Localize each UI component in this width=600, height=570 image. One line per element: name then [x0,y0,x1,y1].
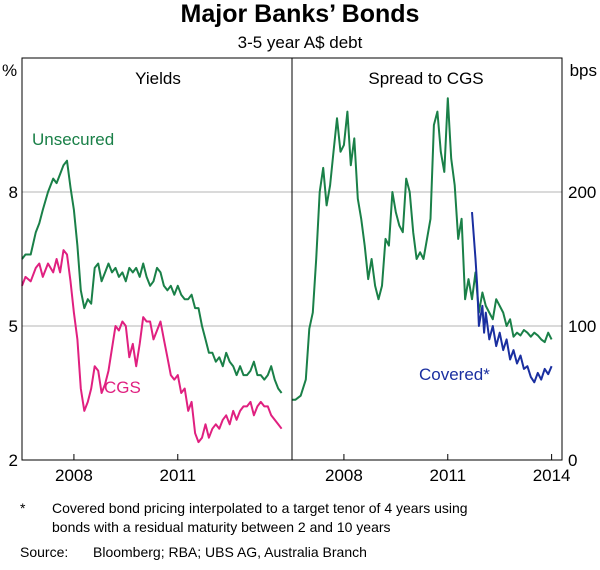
xtick-label-1-0: 2008 [325,466,363,485]
ytick-label-0-2: 8 [9,183,18,202]
footnote-marker: * [20,500,26,516]
right-axis-unit: bps [570,61,597,80]
ytick-label-0-1: 5 [9,317,18,336]
chart-frame [21,57,563,461]
chart-subtitle: 3-5 year A$ debt [238,33,363,52]
xtick-label-1-2: 2014 [533,466,571,485]
footnote-line-1: Covered bond pricing interpolated to a t… [52,500,468,516]
chart-title: Major Banks’ Bonds [181,0,420,28]
series-label-covered: Covered* [419,365,490,384]
series-line-0-0 [21,159,283,394]
series-label-unsecured: Unsecured [32,130,114,149]
left-axis-unit: % [2,61,17,80]
xtick-label-0-0: 2008 [55,466,93,485]
series-layer [21,97,553,444]
series-line-0-1 [21,249,283,444]
series-line-1-1 [471,212,553,384]
ytick-label-0-0: 2 [9,451,18,470]
ytick-label-1-2: 200 [568,183,596,202]
grid-lines [22,191,562,327]
xtick-label-0-1: 2011 [159,466,196,485]
ytick-label-1-0: 0 [568,451,577,470]
tick-labels: 2 5 8 2008 2011 0 100 200 2008 2011 2014 [9,183,597,485]
xtick-label-1-1: 2011 [429,466,466,485]
panel-title-spread: Spread to CGS [368,69,483,88]
series-label-cgs: CGS [104,378,141,397]
footnote-line-2: bonds with a residual maturity between 2… [52,519,391,535]
ytick-label-1-1: 100 [568,317,596,336]
source-label: Source: [20,544,68,560]
source-text: Bloomberg; RBA; UBS AG, Australia Branch [93,544,367,560]
panel-title-yields: Yields [135,69,181,88]
series-line-1-0 [292,97,553,401]
